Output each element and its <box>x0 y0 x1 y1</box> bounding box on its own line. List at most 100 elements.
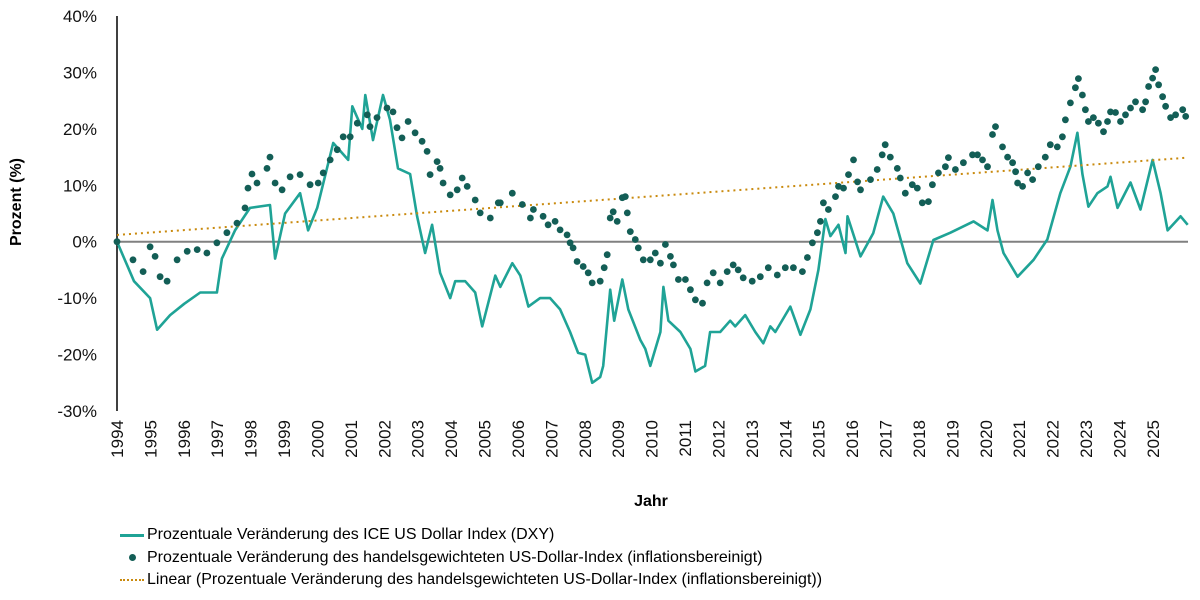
trade-weighted-point <box>333 146 341 154</box>
x-tick-label: 2000 <box>308 420 327 458</box>
trade-weighted-point <box>1127 104 1134 112</box>
y-tick-label: -30% <box>57 402 97 421</box>
trade-weighted-point <box>1182 113 1190 120</box>
trade-weighted-point <box>271 179 279 187</box>
trade-weighted-point <box>1122 111 1129 119</box>
trade-weighted-point <box>913 184 921 192</box>
trade-weighted-point <box>929 181 936 189</box>
trade-weighted-point <box>739 274 747 282</box>
y-tick-label: -20% <box>57 346 97 365</box>
trade-weighted-point <box>1159 93 1166 101</box>
trade-weighted-point <box>306 181 314 189</box>
x-axis-ticks: 1994 1995 1996 1997 1998 1999 2000 2001 2002 2003… <box>108 420 1163 458</box>
trade-weighted-point <box>527 214 534 222</box>
trade-weighted-point <box>233 219 241 227</box>
trade-weighted-point <box>129 256 137 264</box>
trade-weighted-point <box>566 239 574 247</box>
trade-weighted-point <box>1155 81 1162 89</box>
trade-weighted-point <box>817 218 824 225</box>
trade-weighted-point <box>845 171 852 179</box>
trade-weighted-point <box>404 118 412 125</box>
trade-weighted-point <box>439 179 447 187</box>
trade-weighted-point <box>146 243 154 251</box>
trade-weighted-point <box>588 279 596 287</box>
trade-weighted-point <box>969 151 976 159</box>
trade-weighted-point <box>486 214 494 222</box>
trade-weighted-point <box>942 163 949 171</box>
trade-weighted-point <box>539 212 547 220</box>
trade-weighted-point <box>544 221 552 229</box>
trade-weighted-point <box>1112 109 1119 116</box>
trade-weighted-point <box>639 256 647 264</box>
trade-weighted-point <box>790 264 797 272</box>
trade-weighted-point <box>820 199 827 207</box>
x-tick-label: 2015 <box>810 420 829 458</box>
trade-weighted-point <box>1014 179 1021 187</box>
legend-label: Prozentuale Veränderung des ICE US Dolla… <box>147 526 555 544</box>
trade-weighted-point <box>1009 159 1016 167</box>
x-tick-label: 2024 <box>1110 420 1129 458</box>
trade-weighted-point <box>893 165 901 172</box>
trade-weighted-point <box>634 244 642 252</box>
trade-weighted-point <box>1162 102 1169 110</box>
trade-weighted-point <box>651 249 659 257</box>
trade-weighted-point <box>471 196 479 204</box>
trade-weighted-point <box>857 186 864 194</box>
trade-weighted-point <box>433 158 441 166</box>
trade-weighted-point <box>675 276 682 283</box>
y-axis-ticks: -30% -20% -10% 0% 10% 20% 30% 40% <box>57 7 97 421</box>
trade-weighted-point <box>896 174 904 182</box>
trade-weighted-point <box>925 198 932 206</box>
x-tick-label: 1994 <box>108 420 127 458</box>
trade-weighted-point <box>263 165 271 172</box>
trade-weighted-point <box>984 163 991 171</box>
x-tick-label: 2010 <box>643 420 662 458</box>
trade-weighted-point <box>974 151 981 159</box>
trade-weighted-point <box>411 129 419 137</box>
x-tick-label: 2004 <box>442 420 461 458</box>
trade-weighted-point <box>631 236 639 243</box>
trade-weighted-point <box>667 253 674 260</box>
trade-weighted-point <box>253 179 261 187</box>
trade-weighted-point <box>703 279 711 287</box>
plot-area <box>113 66 1190 385</box>
trade-weighted-point <box>999 143 1006 151</box>
x-tick-label: 2003 <box>409 420 428 458</box>
trade-weighted-point <box>373 114 381 121</box>
trade-weighted-point <box>1004 153 1011 161</box>
trade-weighted-point <box>1117 118 1124 125</box>
trade-weighted-point <box>1139 106 1146 114</box>
trade-weighted-point <box>1104 118 1111 125</box>
y-tick-label: -10% <box>57 289 97 308</box>
x-tick-label: 2025 <box>1144 420 1163 458</box>
trade-weighted-point <box>113 238 121 246</box>
trade-weighted-point <box>692 296 699 304</box>
trade-weighted-point <box>918 199 926 207</box>
legend: Prozentuale Veränderung des ICE US Dolla… <box>117 524 822 592</box>
trade-weighted-point <box>840 184 847 192</box>
trade-weighted-point <box>729 261 737 269</box>
trade-weighted-point <box>621 193 629 201</box>
trade-weighted-point <box>723 268 731 275</box>
trade-weighted-point <box>1062 116 1069 124</box>
trade-weighted-point <box>1075 75 1082 82</box>
trade-weighted-point <box>734 266 742 274</box>
trade-weighted-point <box>979 156 986 164</box>
trade-weighted-point <box>613 218 621 225</box>
trade-weighted-point <box>799 268 806 275</box>
trade-weighted-point <box>436 165 444 172</box>
trade-weighted-point <box>241 204 249 212</box>
trade-weighted-point <box>353 119 361 127</box>
y-tick-label: 10% <box>63 176 97 195</box>
trade-weighted-point <box>1082 106 1089 114</box>
trade-weighted-point <box>1090 114 1097 121</box>
x-tick-label: 1997 <box>208 420 227 458</box>
trade-weighted-point <box>426 171 434 179</box>
trade-weighted-point <box>1079 91 1086 99</box>
x-tick-label: 2009 <box>609 420 628 458</box>
trade-weighted-point <box>935 169 942 177</box>
trade-weighted-point <box>992 123 999 130</box>
x-tick-label: 2001 <box>342 420 361 458</box>
x-tick-label: 2017 <box>877 420 896 458</box>
x-tick-label: 2007 <box>542 420 561 458</box>
